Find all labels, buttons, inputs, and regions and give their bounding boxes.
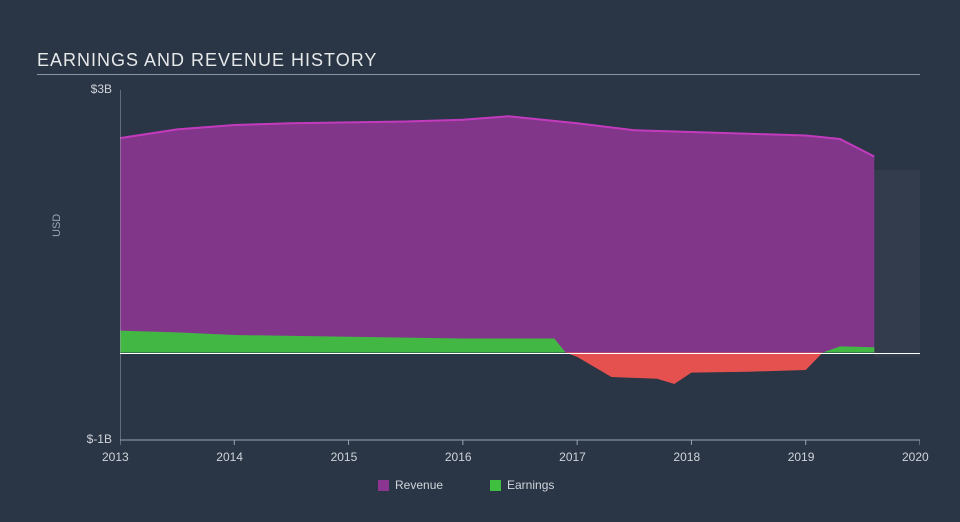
- x-tick-label: 2020: [902, 450, 929, 464]
- legend-swatch: [490, 480, 501, 491]
- revenue-area: [120, 116, 874, 352]
- x-tick-label: 2015: [331, 450, 358, 464]
- chart-container: EARNINGS AND REVENUE HISTORY $3B $-1B USD 20…: [0, 0, 960, 522]
- x-tick-label: 2016: [445, 450, 472, 464]
- y-tick-label: $-1B: [87, 432, 112, 446]
- legend-label: Revenue: [395, 478, 443, 492]
- x-tick-label: 2013: [102, 450, 129, 464]
- earnings-negative-area: [566, 353, 823, 385]
- x-tick-label: 2019: [788, 450, 815, 464]
- legend-swatch: [378, 480, 389, 491]
- x-tick-label: 2017: [559, 450, 586, 464]
- y-tick-label: $3B: [91, 82, 112, 96]
- plot-area: [120, 90, 920, 446]
- title-underline: [37, 74, 920, 75]
- x-tick-label: 2018: [673, 450, 700, 464]
- chart-title: EARNINGS AND REVENUE HISTORY: [37, 50, 377, 71]
- legend-label: Earnings: [507, 478, 554, 492]
- x-tick-label: 2014: [216, 450, 243, 464]
- y-axis-label: USD: [51, 214, 63, 237]
- zero-baseline: [120, 353, 920, 355]
